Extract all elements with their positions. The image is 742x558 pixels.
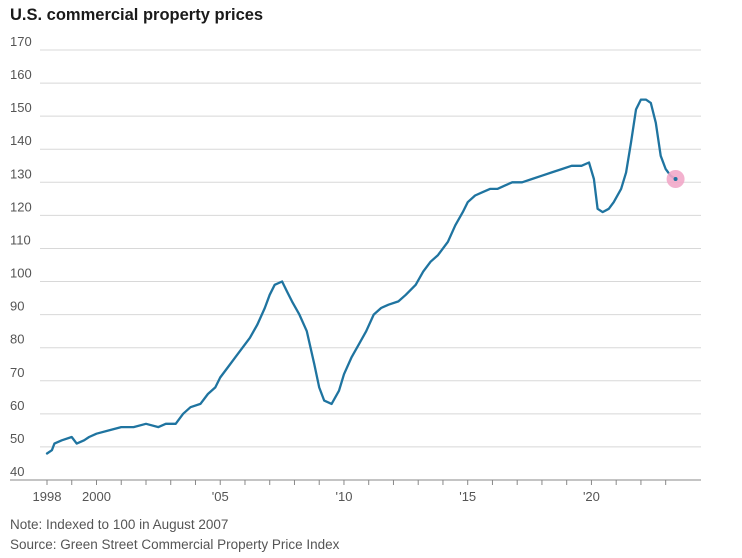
y-tick-label: 80 — [10, 332, 24, 347]
chart-source: Source: Green Street Commercial Property… — [10, 537, 340, 552]
y-tick-label: 70 — [10, 365, 24, 380]
y-tick-label: 160 — [10, 67, 32, 82]
x-tick-label: 1998 — [33, 489, 62, 504]
y-tick-label: 130 — [10, 166, 32, 181]
chart-title: U.S. commercial property prices — [10, 6, 264, 24]
y-tick-label: 110 — [10, 232, 31, 247]
x-tick-label: '05 — [212, 489, 229, 504]
chart-note: Note: Indexed to 100 in August 2007 — [10, 517, 229, 532]
x-axis-ticks: 1998 2000 '05 '10 '15 '20 — [33, 489, 600, 504]
x-tick-label: '20 — [583, 489, 600, 504]
x-axis — [10, 479, 701, 485]
y-tick-label: 90 — [10, 299, 24, 314]
gridlines — [40, 49, 701, 448]
y-tick-label: 150 — [10, 100, 32, 115]
x-tick-label: '10 — [335, 489, 352, 504]
y-tick-label: 100 — [10, 266, 32, 281]
y-tick-label: 50 — [10, 431, 24, 446]
y-tick-label: 40 — [10, 464, 24, 479]
price-index-line — [45, 98, 677, 455]
x-tick-label: '15 — [459, 489, 476, 504]
latest-value-dot — [673, 177, 678, 181]
x-tick-label: 2000 — [82, 489, 111, 504]
y-tick-label: 170 — [10, 34, 32, 49]
y-tick-label: 60 — [10, 398, 24, 413]
y-tick-label: 120 — [10, 199, 32, 214]
y-tick-label: 140 — [10, 133, 32, 148]
y-axis-ticks: 170 160 150 140 130 120 110 100 90 80 70 60 50 40 — [10, 34, 32, 479]
